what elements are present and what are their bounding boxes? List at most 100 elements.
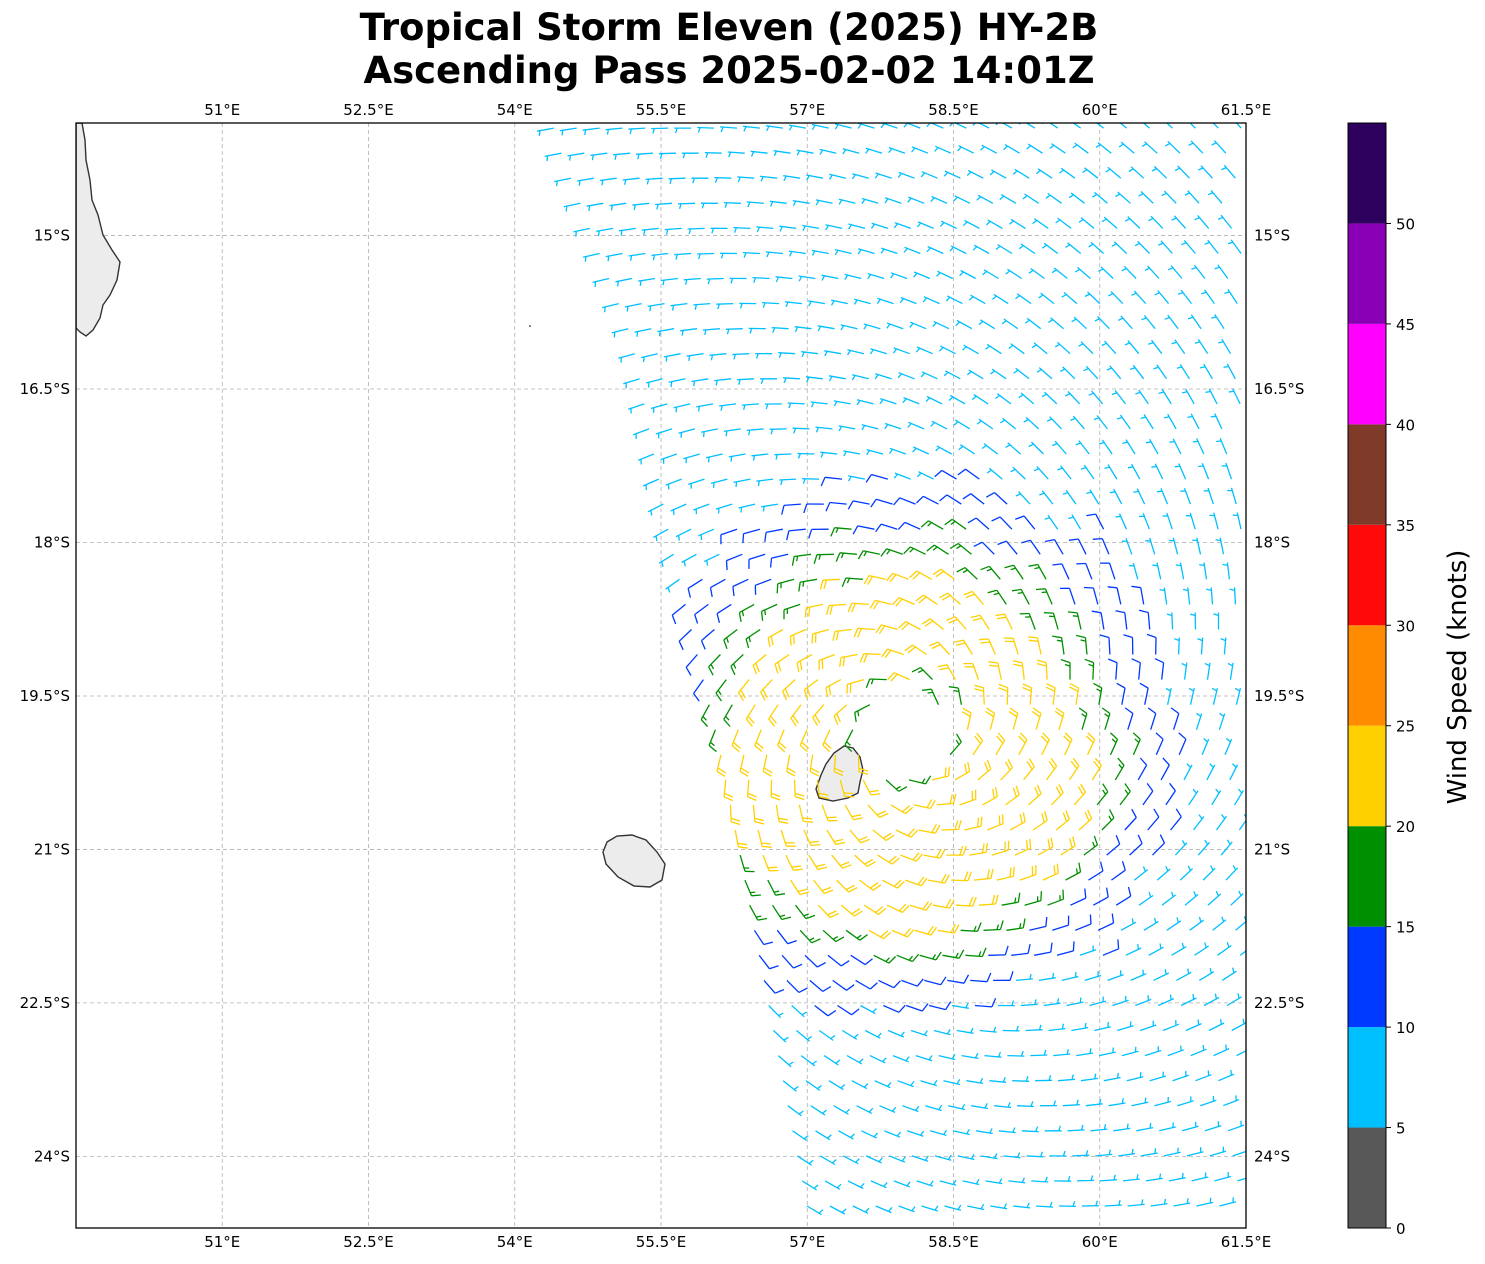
wind-barb xyxy=(1230,890,1244,906)
lon-tick-label-bottom: 60°E xyxy=(1082,1233,1118,1251)
map-panel: 51°E 51°E 52.5°E 52.5°E 54°E 54°E 55.5°E 55.5°E… xyxy=(20,101,1305,1251)
wind-barb xyxy=(1079,945,1097,956)
wind-barb xyxy=(944,1204,962,1211)
wind-barb xyxy=(847,349,865,356)
wind-barb xyxy=(1056,941,1075,956)
wind-barb xyxy=(686,353,704,361)
wind-barb xyxy=(863,574,886,585)
wind-barb xyxy=(1081,1200,1099,1207)
wind-barb xyxy=(803,503,824,514)
wind-barb xyxy=(753,929,774,946)
wind-barb xyxy=(937,923,960,934)
wind-barb xyxy=(840,904,863,917)
wind-barb xyxy=(739,754,750,777)
wind-barb xyxy=(746,428,764,436)
wind-barb xyxy=(1211,140,1227,154)
wind-barb xyxy=(966,169,984,179)
wind-barb xyxy=(930,195,948,204)
wind-barb xyxy=(1174,165,1190,179)
wind-barb xyxy=(944,518,967,530)
wind-barb xyxy=(1185,1019,1202,1032)
wind-barb xyxy=(988,661,1002,680)
wind-barb xyxy=(708,654,721,676)
lat-tick-label-right: 19.5°S xyxy=(1254,687,1304,705)
wind-barb xyxy=(1122,439,1136,455)
wind-barb xyxy=(702,328,720,336)
wind-barb xyxy=(875,624,898,635)
wind-barb xyxy=(1222,562,1231,580)
wind-barb xyxy=(1013,367,1030,380)
wind-barb xyxy=(651,127,669,134)
wind-barb xyxy=(938,345,956,355)
wind-barb xyxy=(746,201,764,208)
wind-barb xyxy=(732,353,750,360)
wind-barb xyxy=(847,1180,865,1190)
wind-barb xyxy=(991,516,1013,530)
wind-barb xyxy=(828,1080,846,1091)
lat-tick-label-right: 24°S xyxy=(1254,1147,1290,1165)
wind-barb xyxy=(723,704,733,727)
wind-barb xyxy=(1192,537,1202,555)
wind-barb xyxy=(794,904,816,920)
wind-barb xyxy=(1130,969,1147,981)
wind-barb xyxy=(1003,637,1019,655)
wind-barb xyxy=(1179,865,1194,881)
reunion-island xyxy=(602,834,666,888)
wind-barb xyxy=(1031,707,1042,730)
wind-barb xyxy=(853,627,875,638)
wind-barb xyxy=(1224,738,1233,756)
wind-barb xyxy=(634,328,652,337)
wind-barb xyxy=(1021,539,1041,555)
wind-barb xyxy=(739,302,757,309)
wind-barb xyxy=(691,177,709,184)
wind-barb xyxy=(887,672,910,682)
lat-tick-label-right: 22.5°S xyxy=(1254,994,1304,1012)
wind-barb xyxy=(1028,563,1047,580)
wind-barb xyxy=(742,251,761,258)
wind-barb xyxy=(953,195,971,204)
wind-barb xyxy=(870,222,889,230)
wind-barb xyxy=(1189,916,1204,931)
wind-barb xyxy=(762,301,780,308)
wind-barb xyxy=(710,227,728,234)
wind-barb xyxy=(839,779,855,798)
wind-barb xyxy=(869,1055,887,1064)
wind-barb xyxy=(1080,464,1095,480)
wind-barb xyxy=(1040,732,1050,756)
wind-barb xyxy=(1031,342,1048,355)
wind-barbs xyxy=(536,123,1246,1216)
wind-barb xyxy=(1008,343,1025,355)
wind-barb xyxy=(1041,242,1059,255)
wind-barb xyxy=(1002,1025,1020,1032)
wind-barb xyxy=(567,152,585,161)
wind-barb xyxy=(1053,1049,1071,1057)
wind-barb xyxy=(1022,683,1033,705)
wind-barb xyxy=(683,277,701,285)
wind-barb xyxy=(1181,239,1196,254)
wind-barb xyxy=(1091,757,1102,781)
wind-barb xyxy=(1072,142,1089,154)
wind-barb xyxy=(838,198,856,205)
wind-barb xyxy=(1045,192,1062,204)
lon-tick-label-bottom: 52.5°E xyxy=(343,1233,393,1251)
wind-barb xyxy=(1152,562,1162,580)
wind-barb xyxy=(1012,168,1030,179)
wind-barb xyxy=(1133,488,1146,505)
wind-barb xyxy=(929,641,950,655)
wind-barb xyxy=(703,553,720,566)
wind-barb xyxy=(975,1128,993,1135)
wind-barb xyxy=(1041,391,1058,405)
wind-barb xyxy=(1037,837,1054,856)
wind-barb xyxy=(1174,839,1188,856)
wind-barb xyxy=(792,1130,809,1142)
wind-barb xyxy=(1083,586,1099,605)
wind-barb xyxy=(1175,562,1185,580)
wind-barb xyxy=(1164,314,1179,330)
wind-barb xyxy=(918,823,941,834)
wind-barb xyxy=(862,779,881,796)
wind-barb xyxy=(991,293,1009,305)
wind-barb xyxy=(797,452,815,459)
wind-barb xyxy=(909,321,927,330)
wind-barb xyxy=(1038,972,1056,982)
